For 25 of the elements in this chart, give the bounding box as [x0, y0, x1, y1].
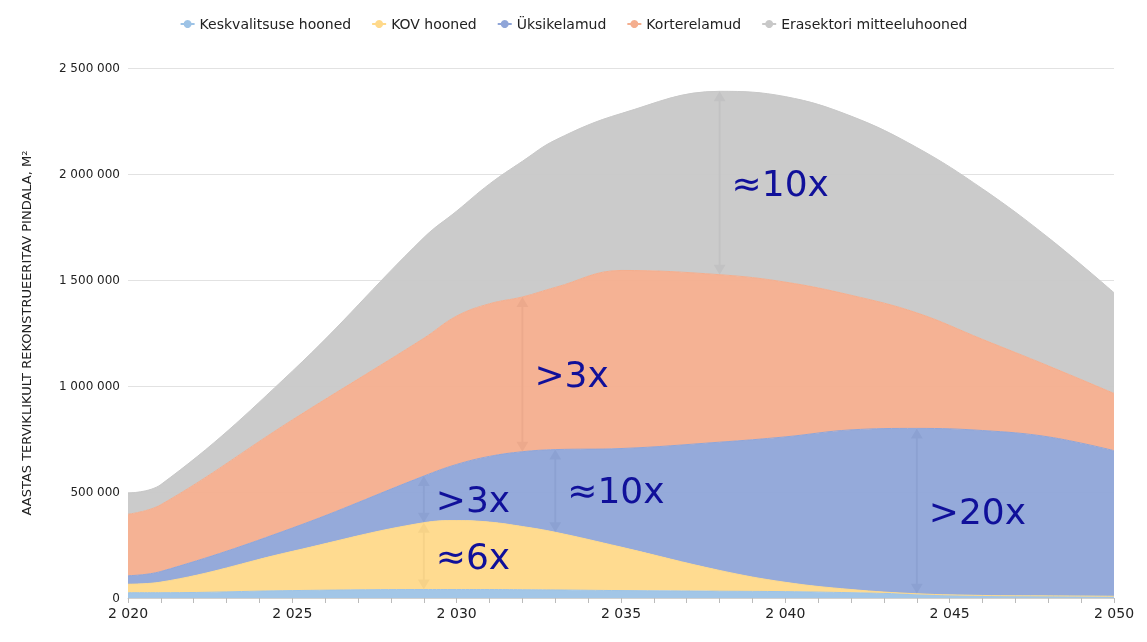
y-tick-label: 0: [112, 591, 120, 605]
annotation: ≈10x: [731, 162, 829, 204]
legend-label: Korterelamud: [646, 16, 742, 32]
y-tick-label: 2 000 000: [58, 167, 120, 181]
annotation: ≈10x: [567, 470, 665, 512]
legend-label: KOV hooned: [391, 16, 477, 32]
x-tick-label: 2 040: [765, 605, 806, 621]
x-tick-label: 2 025: [272, 605, 313, 621]
annotation: ≈6x: [435, 535, 511, 577]
legend-label: Üksikelamud: [516, 15, 607, 32]
x-tick-label: 2 045: [929, 605, 970, 621]
annotation: >3x: [435, 478, 511, 520]
y-tick-label: 500 000: [70, 485, 120, 499]
x-tick-label: 2 035: [600, 605, 642, 621]
x-tick-label: 2 030: [436, 605, 477, 621]
y-axis-title: AASTAS TERVIKLIKULT REKONSTRUEERITAV PINDALA, M²: [19, 150, 34, 516]
legend-label: Keskvalitsuse hooned: [199, 16, 352, 32]
x-tick-label: 2 050: [1093, 605, 1135, 621]
y-tick-label: 2 500 000: [58, 61, 120, 75]
annotation: >20x: [928, 490, 1027, 532]
y-tick-label: 1 500 000: [58, 273, 120, 287]
annotation: >3x: [534, 353, 609, 395]
x-tick-label: 2 020: [107, 605, 149, 621]
y-tick-label: 1 000 000: [58, 379, 120, 393]
legend-label: Erasektori mitteeluhooned: [781, 16, 968, 32]
